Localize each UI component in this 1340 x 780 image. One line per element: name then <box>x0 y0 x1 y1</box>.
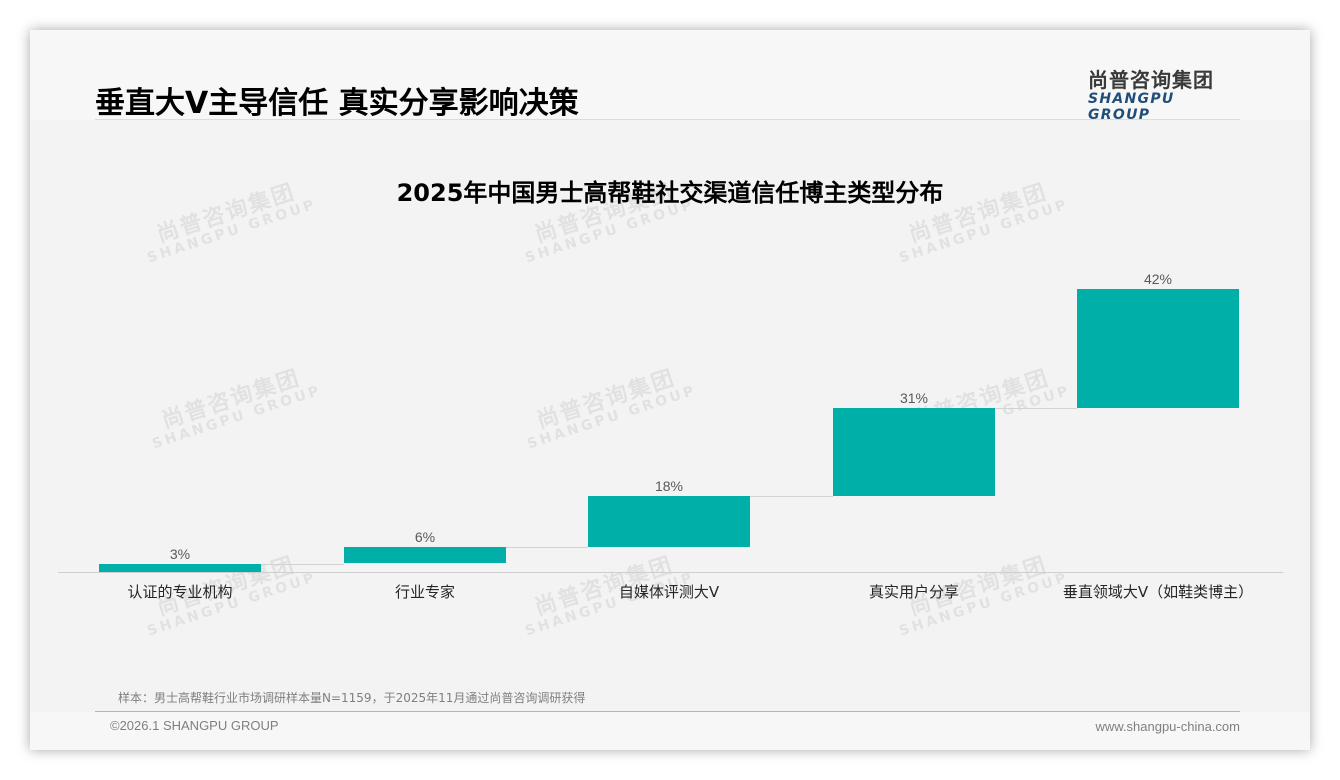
footer-band <box>30 712 1310 750</box>
footer-divider <box>95 711 1240 712</box>
copyright-text: ©2026.1 SHANGPU GROUP <box>110 718 279 733</box>
category-label: 垂直领域大V（如鞋类博主） <box>1062 583 1254 601</box>
waterfall-chart: 3% 认证的专业机构 6% 行业专家 18% 自媒体评测大V 31% 真实用户分享 42% 垂直领… <box>58 230 1283 630</box>
page-title: 垂直大V主导信任 真实分享影响决策 <box>95 86 579 121</box>
category-label: 行业专家 <box>394 583 455 601</box>
bar <box>833 407 995 496</box>
title-divider <box>95 119 1240 120</box>
sample-footnote: 样本：男士高帮鞋行业市场调研样本量N=1159，于2025年11月通过尚普咨询调… <box>118 691 586 705</box>
chart-title: 2025年中国男士高帮鞋社交渠道信任博主类型分布 <box>396 179 944 207</box>
bar <box>1077 289 1239 408</box>
connector-line <box>750 495 833 497</box>
logo-chinese-text: 尚普咨询集团 <box>1088 68 1214 92</box>
category-label: 真实用户分享 <box>868 583 959 601</box>
category-label: 认证的专业机构 <box>127 583 233 601</box>
connector-line <box>995 407 1077 409</box>
bar-value-label: 42% <box>1143 271 1173 287</box>
header-band <box>30 30 1310 120</box>
bar <box>99 563 261 572</box>
company-logo: 尚普咨询集团 SHANGPU GROUP <box>1088 64 1238 123</box>
website-text: www.shangpu-china.com <box>1095 719 1240 734</box>
bar <box>344 546 506 564</box>
connector-line <box>506 546 588 548</box>
category-label: 自媒体评测大V <box>618 583 720 601</box>
bar-value-label: 6% <box>414 528 436 545</box>
logo-english-text: SHANGPU GROUP <box>1088 91 1175 123</box>
bar <box>588 495 750 547</box>
bar-value-label: 18% <box>654 477 684 494</box>
bar-value-label: 31% <box>899 389 929 406</box>
bar-value-label: 3% <box>169 545 191 562</box>
slide: 垂直大V主导信任 真实分享影响决策 尚普咨询集团 SHANGPU GROUP 尚… <box>30 30 1310 750</box>
connector-line <box>261 563 344 565</box>
x-axis-line <box>58 572 1283 573</box>
